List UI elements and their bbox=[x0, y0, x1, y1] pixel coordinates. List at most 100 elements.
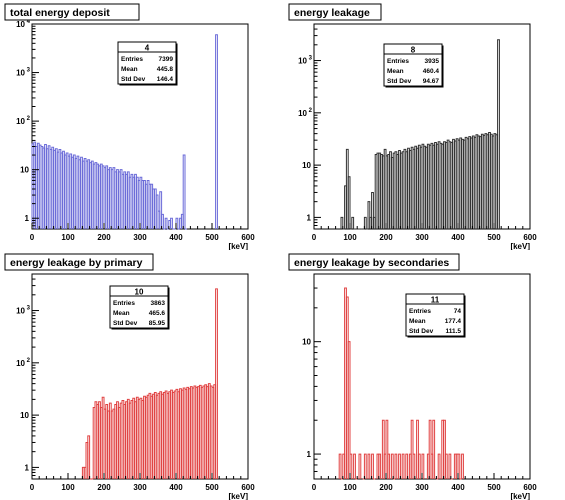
histogram-bin bbox=[385, 419, 389, 479]
x-axis-label: [keV] bbox=[510, 492, 530, 500]
histogram-bin bbox=[394, 453, 398, 479]
stats-row-value: 85.95 bbox=[149, 320, 166, 327]
chart-title-box bbox=[288, 253, 460, 271]
y-tick-label: 10 bbox=[302, 338, 311, 347]
y-tick-exponent: 2 bbox=[309, 108, 313, 114]
stats-name: 8 bbox=[411, 46, 416, 55]
x-axis: 0 100 200 300 400 500 600[keV] bbox=[312, 223, 537, 250]
stats-row-label: Entries bbox=[121, 56, 143, 63]
x-tick-label: 500 bbox=[487, 483, 501, 492]
chart-title: energy leakage bbox=[294, 7, 370, 19]
histogram-bin bbox=[428, 419, 432, 479]
histogram-bin bbox=[497, 39, 500, 229]
histogram-bin bbox=[170, 217, 173, 229]
histogram-bin bbox=[457, 453, 461, 479]
x-tick-label: 0 bbox=[312, 483, 317, 492]
histogram-bin bbox=[461, 453, 464, 479]
y-tick-label: 10 bbox=[20, 166, 29, 175]
x-tick-label: 500 bbox=[205, 483, 219, 492]
histogram-bin bbox=[378, 453, 382, 479]
histogram-bin bbox=[417, 453, 421, 479]
histogram-bin bbox=[432, 419, 436, 479]
y-tick-exponent: 3 bbox=[27, 68, 31, 74]
x-tick-label: 0 bbox=[30, 483, 35, 492]
y-tick-label: 1 bbox=[25, 463, 30, 472]
stats-row-value: 3935 bbox=[425, 58, 440, 65]
histogram-bin bbox=[416, 419, 419, 479]
y-tick-label: 10 bbox=[16, 117, 25, 126]
y-tick-exponent: 3 bbox=[27, 306, 31, 312]
histogram-bin bbox=[363, 453, 367, 479]
histogram-bin bbox=[164, 217, 168, 229]
stats-row-value: 460.4 bbox=[423, 68, 440, 75]
stats-row-value: 111.5 bbox=[445, 328, 461, 335]
y-tick-label: 10 bbox=[16, 69, 25, 78]
histogram-bins bbox=[338, 287, 464, 480]
chart-title: total energy deposit bbox=[10, 7, 110, 19]
histogram-bin bbox=[444, 453, 448, 479]
panel-energy-leakage-by-secondaries: 0 100 200 300 400 500 600[keV] 1 10 energy leakag… bbox=[288, 253, 537, 500]
stats-row-value: 465.6 bbox=[149, 310, 166, 317]
histogram-bin bbox=[401, 453, 405, 479]
x-axis: 0 100 200 300 400 500 600[keV] bbox=[30, 223, 255, 250]
histogram-bin bbox=[159, 191, 163, 229]
histogram-bins bbox=[340, 39, 500, 230]
stats-row-value: 146.4 bbox=[157, 76, 174, 83]
x-tick-label: 400 bbox=[451, 233, 465, 242]
y-tick-label: 10 bbox=[20, 411, 29, 420]
histogram-bin bbox=[340, 216, 344, 229]
histogram-bins bbox=[81, 288, 218, 480]
stats-name: 10 bbox=[135, 288, 144, 297]
x-tick-label: 100 bbox=[61, 233, 75, 242]
x-tick-label: 400 bbox=[169, 483, 183, 492]
x-tick-label: 300 bbox=[133, 233, 147, 242]
histogram-bin bbox=[215, 288, 218, 479]
y-tick-label: 10 bbox=[16, 359, 25, 368]
stats-row-label: Std Dev bbox=[113, 320, 138, 327]
y-tick-exponent: 2 bbox=[27, 116, 31, 122]
x-tick-label: 200 bbox=[379, 483, 393, 492]
y-tick-label: 10 bbox=[298, 109, 307, 118]
y-tick-label: 10 bbox=[298, 57, 307, 66]
x-axis: 0 100 200 300 400 500 600[keV] bbox=[312, 473, 537, 500]
x-tick-label: 200 bbox=[97, 483, 111, 492]
chart-title-box bbox=[288, 3, 382, 21]
histogram-bin bbox=[443, 419, 446, 479]
histogram-bin bbox=[353, 453, 356, 479]
histogram-bin bbox=[421, 453, 425, 479]
stats-box-frame bbox=[109, 285, 169, 329]
stats-name: 11 bbox=[431, 296, 440, 305]
y-tick-exponent: 3 bbox=[309, 56, 313, 62]
stats-row-value: 94.67 bbox=[423, 78, 440, 85]
stats-row-value: 445.8 bbox=[157, 66, 174, 73]
stats-row-label: Entries bbox=[113, 300, 135, 307]
x-tick-label: 600 bbox=[523, 233, 537, 242]
stats-row-label: Mean bbox=[409, 318, 426, 325]
x-tick-label: 600 bbox=[523, 483, 537, 492]
y-tick-exponent: 4 bbox=[27, 19, 31, 25]
y-tick-label: 1 bbox=[307, 213, 312, 222]
histogram-bin bbox=[349, 453, 353, 479]
stats-row-label: Entries bbox=[409, 308, 431, 315]
stats-row-value: 74 bbox=[454, 308, 462, 315]
stats-row-label: Mean bbox=[387, 68, 404, 75]
x-tick-label: 600 bbox=[241, 233, 255, 242]
stats-row-label: Entries bbox=[387, 58, 409, 65]
x-tick-label: 600 bbox=[241, 483, 255, 492]
histogram-bin bbox=[347, 341, 351, 479]
histogram-bin bbox=[448, 453, 452, 479]
stats-row-value: 177.4 bbox=[445, 318, 462, 325]
chart-title: energy leakage by primary bbox=[10, 257, 143, 269]
stats-row-value: 3863 bbox=[151, 300, 166, 307]
stats-row-value: 7399 bbox=[159, 56, 174, 63]
stats-name: 4 bbox=[145, 44, 150, 53]
x-tick-label: 400 bbox=[451, 483, 465, 492]
histogram-bin bbox=[215, 34, 218, 229]
